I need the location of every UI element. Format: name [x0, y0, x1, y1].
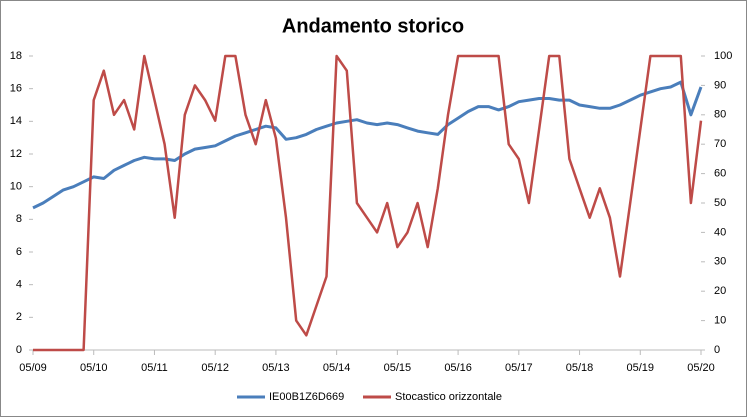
y2-tick-label: 0 [714, 344, 720, 356]
y-tick-label: 14 [10, 115, 22, 127]
y2-tick-label: 10 [714, 315, 726, 327]
x-tick-label: 05/13 [262, 362, 290, 374]
x-tick-label: 05/17 [505, 362, 533, 374]
y-tick-label: 18 [10, 50, 22, 62]
y2-tick-label: 60 [714, 168, 726, 180]
y-tick-label: 2 [16, 311, 22, 323]
legend-label: Stocastico orizzontale [395, 391, 502, 403]
legend-label: IE00B1Z6D669 [269, 391, 344, 403]
y-tick-label: 16 [10, 83, 22, 95]
y2-tick-label: 30 [714, 256, 726, 268]
x-tick-label: 05/14 [323, 362, 351, 374]
y-tick-label: 6 [16, 246, 22, 258]
x-tick-label: 05/20 [687, 362, 715, 374]
y2-tick-label: 90 [714, 79, 726, 91]
series-line [32, 80, 703, 210]
y2-tick-label: 80 [714, 109, 726, 121]
y-tick-label: 10 [10, 181, 22, 193]
chart-title: Andamento storico [282, 15, 464, 37]
series-line [33, 54, 703, 352]
x-tick-label: 05/10 [80, 362, 108, 374]
x-tick-label: 05/18 [566, 362, 594, 374]
x-tick-label: 05/11 [141, 362, 168, 374]
y-tick-label: 0 [16, 344, 22, 356]
y-tick-label: 12 [10, 148, 22, 160]
x-tick-label: 05/16 [444, 362, 472, 374]
y2-tick-label: 40 [714, 226, 726, 238]
x-tick-label: 05/12 [201, 362, 229, 374]
x-tick-label: 05/15 [384, 362, 412, 374]
y-tick-label: 4 [16, 279, 22, 291]
y2-tick-label: 100 [714, 50, 732, 62]
y2-tick-label: 50 [714, 197, 726, 209]
x-tick-label: 05/09 [19, 362, 47, 374]
x-tick-label: 05/19 [627, 362, 655, 374]
y-tick-label: 8 [16, 213, 22, 225]
y2-tick-label: 20 [714, 285, 726, 297]
y2-tick-label: 70 [714, 138, 726, 150]
